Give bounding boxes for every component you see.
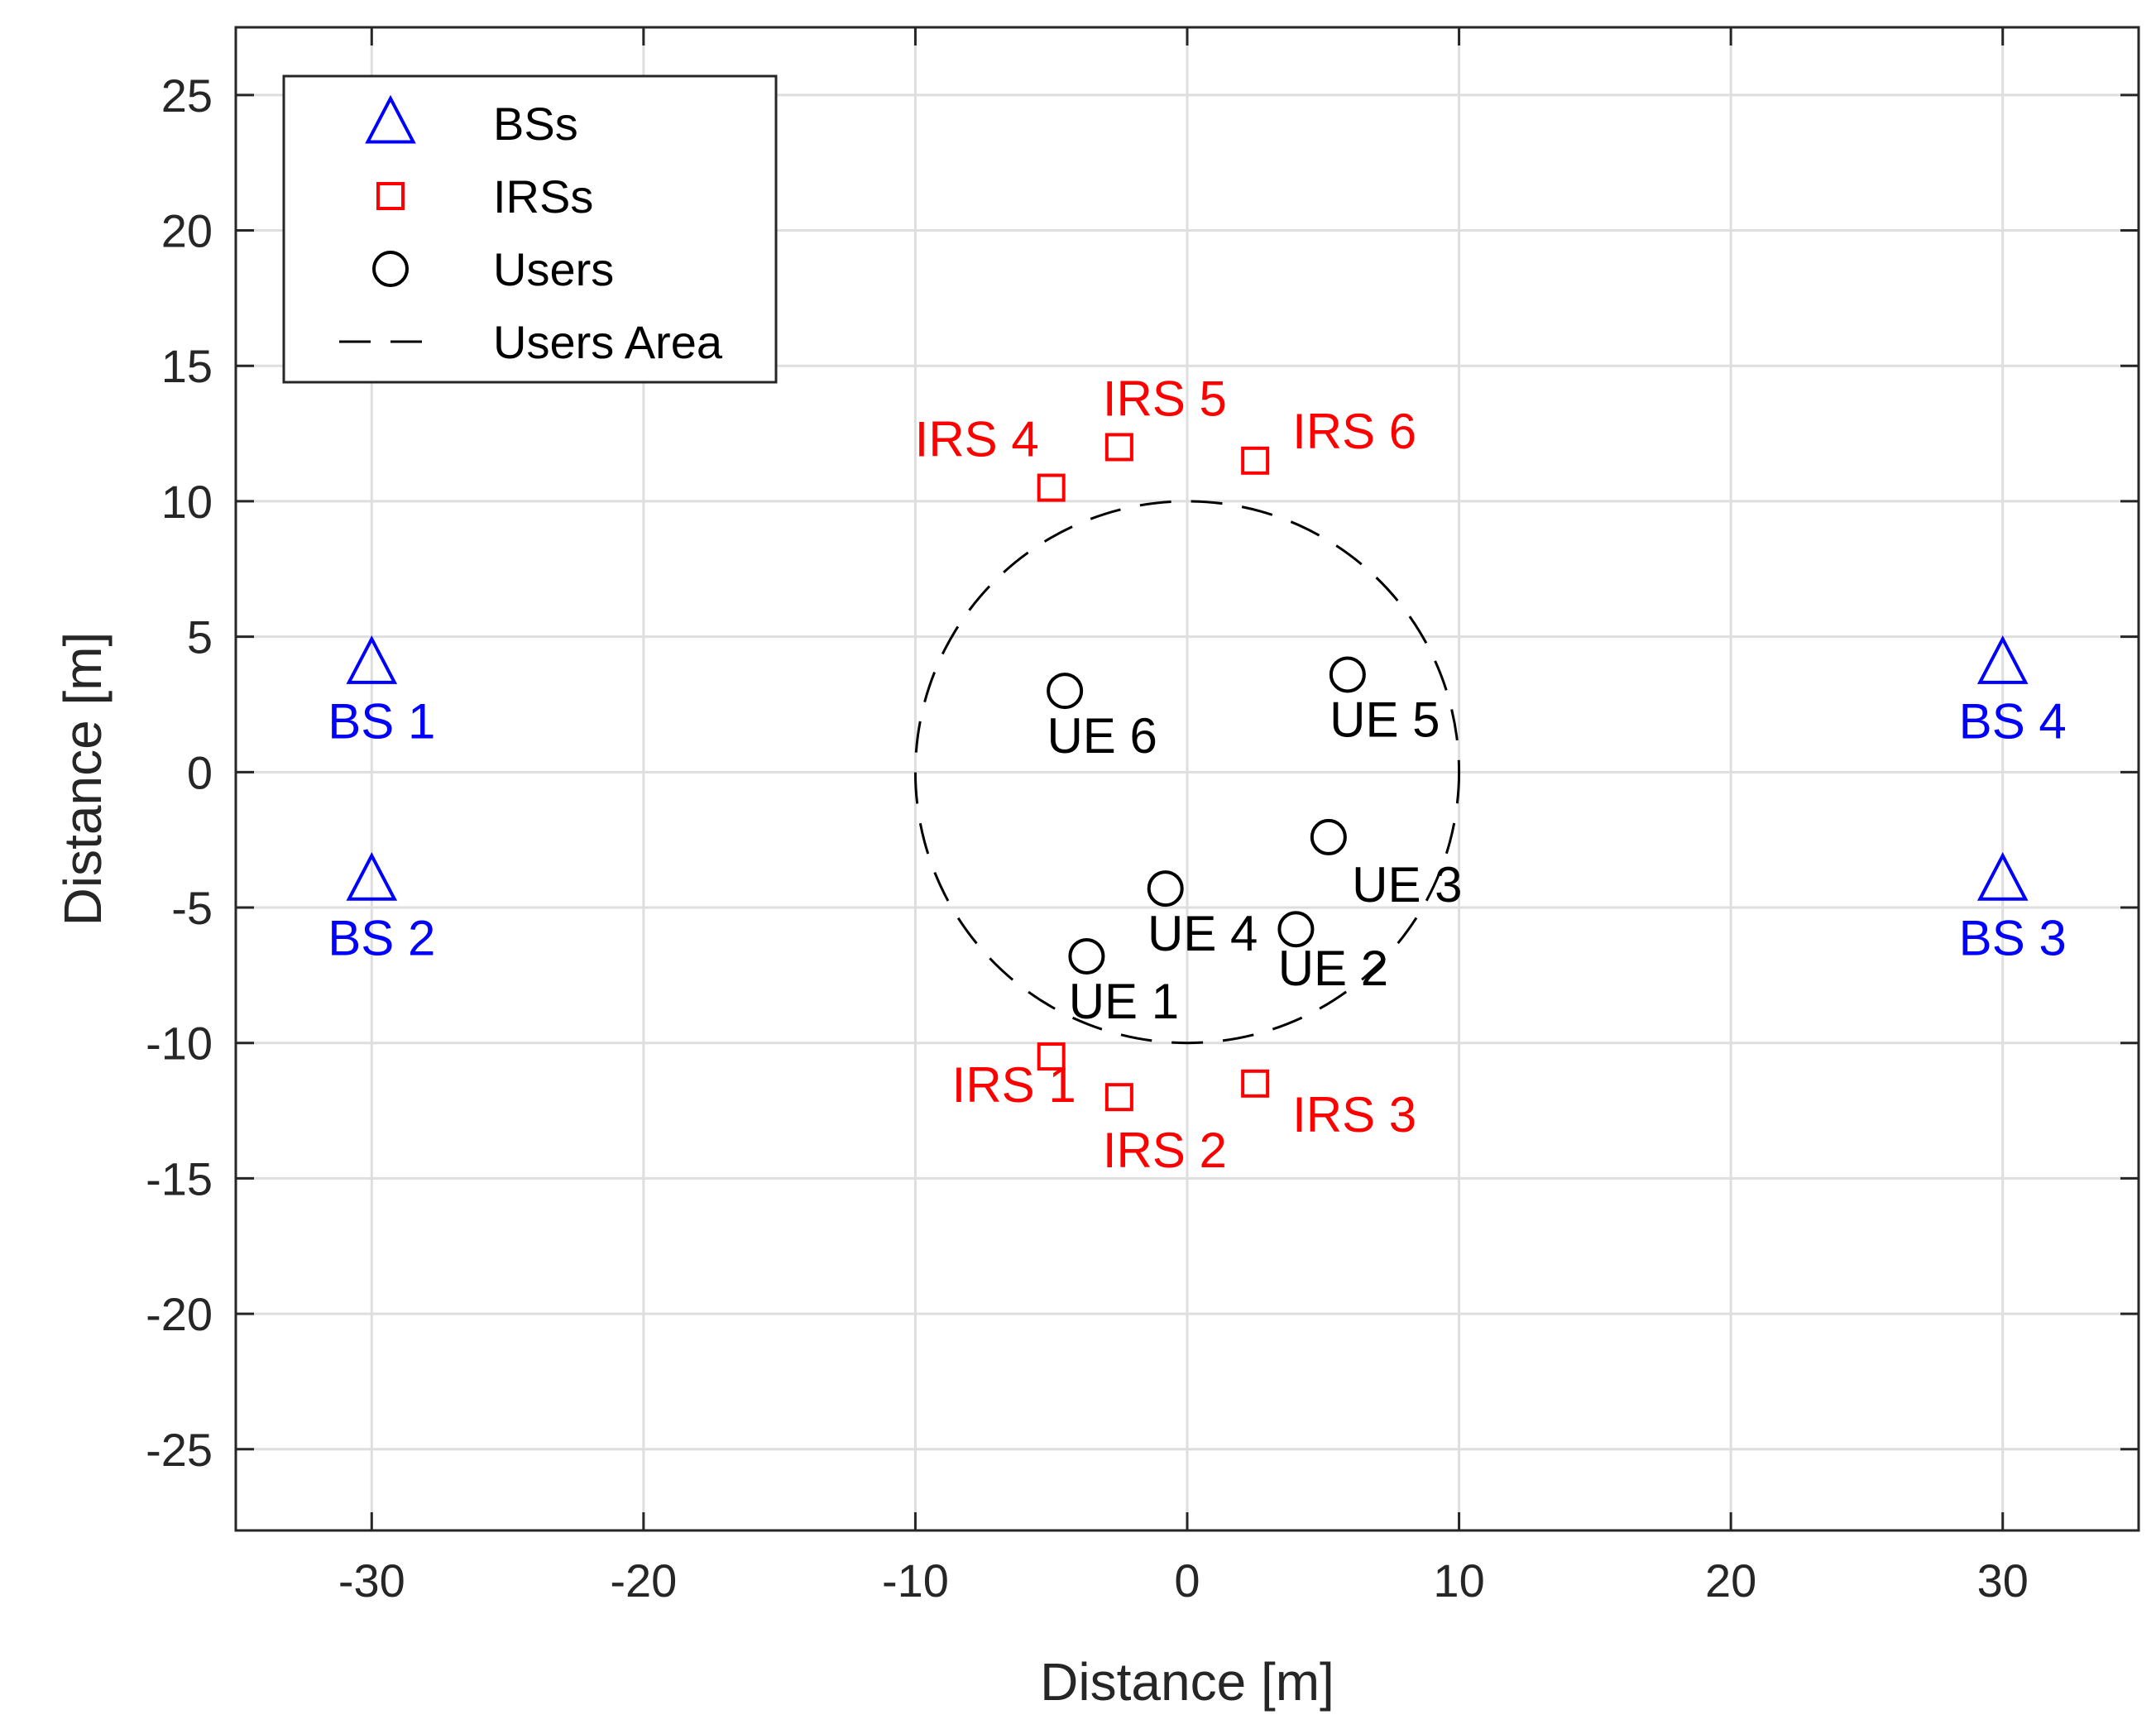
- bs-1-marker: [346, 635, 398, 684]
- irs-1-marker: [1037, 1042, 1066, 1071]
- y-tick-label: -25: [146, 1424, 213, 1476]
- irs-3-label: IRS 3: [1292, 1087, 1416, 1142]
- ue-4-marker: [1147, 870, 1184, 908]
- ue-4-label: UE 4: [1147, 906, 1258, 961]
- ue-6-marker: [1047, 673, 1084, 710]
- y-tick-label: -15: [146, 1152, 213, 1205]
- x-tick-label: 10: [1433, 1554, 1484, 1607]
- x-tick-label: -10: [882, 1554, 949, 1607]
- irs-5-label: IRS 5: [1103, 371, 1227, 426]
- ue-2-label: UE 2: [1278, 941, 1388, 996]
- legend-irss-icon: [376, 182, 405, 210]
- irs-3-marker: [1241, 1069, 1270, 1098]
- y-tick-label: -10: [146, 1018, 213, 1070]
- legend: BSs IRSs Users Users Area: [282, 74, 778, 384]
- irs-6-marker: [1241, 446, 1270, 475]
- irs-2-marker: [1104, 1083, 1133, 1112]
- bs-4-label: BS 4: [1959, 693, 2067, 749]
- irs-1-label: IRS 1: [952, 1057, 1076, 1113]
- x-axis-label: Distance [m]: [1040, 1652, 1334, 1712]
- y-tick-label: 5: [187, 611, 213, 663]
- ue-5-marker: [1329, 656, 1366, 693]
- ue-5-label: UE 5: [1330, 692, 1440, 747]
- users-area-group: [913, 500, 1461, 1045]
- x-tick-label: -30: [338, 1554, 405, 1607]
- bs-2-marker: [346, 851, 398, 901]
- legend-users-icon: [372, 251, 409, 287]
- x-tick-label: 20: [1705, 1554, 1756, 1607]
- y-tick-label: 0: [187, 746, 213, 798]
- x-tick-label: 0: [1174, 1554, 1200, 1607]
- irs-4-marker: [1037, 473, 1066, 502]
- bs-3-label: BS 3: [1959, 910, 2067, 965]
- ue-1-marker: [1068, 937, 1105, 975]
- y-tick-label: -20: [146, 1288, 213, 1340]
- irs-4-label: IRS 4: [915, 412, 1039, 467]
- y-tick-label: 15: [161, 340, 213, 392]
- ue-2-marker: [1277, 911, 1315, 948]
- irs-6-label: IRS 6: [1292, 404, 1416, 459]
- tick-labels: -30 -20 -10 0 10 20 30 -25 -20 -15 -10 -5 0 5 10 15 20 25: [146, 69, 2029, 1607]
- bs-3-marker: [1976, 851, 2029, 901]
- ue-3-label: UE 3: [1352, 857, 1462, 912]
- tick-marks: [236, 27, 2139, 1530]
- irs-5-marker: [1104, 433, 1133, 462]
- legend-irss-label: IRSs: [493, 170, 593, 223]
- irs-2-label: IRS 2: [1103, 1123, 1227, 1178]
- legend-users-label: Users: [493, 243, 614, 295]
- x-tick-label: 30: [1977, 1554, 2029, 1607]
- y-tick-label: 25: [161, 69, 213, 122]
- legend-box: [282, 74, 778, 384]
- users-area-circle: [913, 500, 1461, 1045]
- ue-3-marker: [1310, 818, 1347, 855]
- y-axis-label: Distance [m]: [53, 632, 113, 927]
- bs-4-marker: [1976, 635, 2029, 684]
- y-tick-label: 20: [161, 205, 213, 257]
- legend-users-area-label: Users Area: [493, 316, 723, 368]
- legend-bss-icon: [365, 94, 416, 144]
- ue-6-label: UE 6: [1047, 708, 1157, 764]
- y-tick-label: 10: [161, 476, 213, 528]
- x-tick-label: -20: [610, 1554, 677, 1607]
- point-labels: BS 1 BS 2 BS 3 BS 4 IRS 1 IRS 2 IRS 3 IRS 4 IRS …: [328, 371, 2067, 1178]
- y-tick-label: -5: [171, 882, 213, 934]
- bs-2-label: BS 2: [328, 910, 435, 965]
- bs-1-label: BS 1: [328, 693, 435, 749]
- data-marks: [346, 433, 2029, 1112]
- legend-bss-label: BSs: [493, 98, 578, 150]
- ue-1-label: UE 1: [1069, 974, 1179, 1029]
